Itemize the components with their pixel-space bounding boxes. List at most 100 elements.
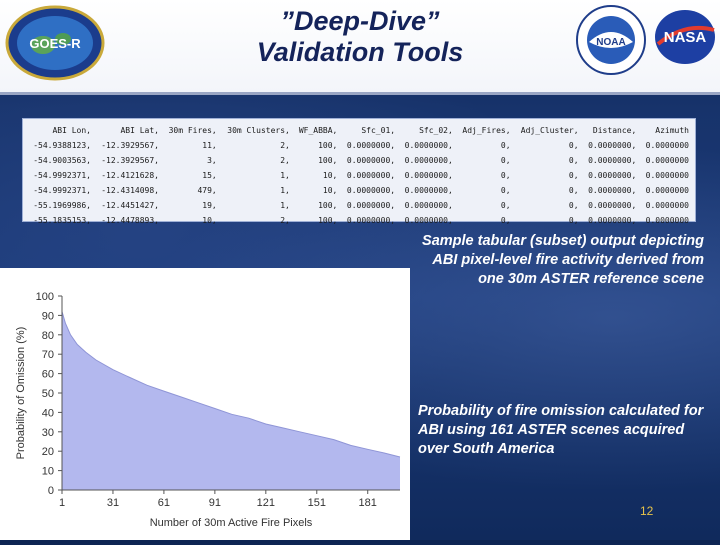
table-cell: 0.0000000, <box>340 198 398 213</box>
table-cell: 0.0000000 <box>639 138 692 153</box>
column-header: ABI Lat, <box>94 123 162 138</box>
table-header-row: ABI Lon,ABI Lat,30m Fires,30m Clusters,W… <box>26 123 692 138</box>
title-line-1: ”Deep-Dive” <box>150 6 570 37</box>
table-cell: 0, <box>514 138 582 153</box>
x-tick-label: 61 <box>158 497 170 509</box>
table-cell: 2, <box>220 213 293 228</box>
table-cell: 0, <box>456 183 514 198</box>
table-cell: 10, <box>293 168 340 183</box>
x-tick-label: 151 <box>308 497 326 509</box>
table-cell: -12.4451427, <box>94 198 162 213</box>
table-cell: -54.9992371, <box>26 168 94 183</box>
sample-output-caption: Sample tabular (subset) output depicting… <box>412 232 704 289</box>
x-tick-label: 31 <box>107 497 119 509</box>
table-cell: 0.0000000, <box>582 153 640 168</box>
table-cell: 0.0000000, <box>340 183 398 198</box>
column-header: Adj_Fires, <box>456 123 514 138</box>
omission-caption: Probability of fire omission calculated … <box>418 402 708 459</box>
table-row: -54.9992371,-12.4121628,15,1,10, 0.000000… <box>26 168 692 183</box>
table-cell: 0, <box>514 198 582 213</box>
y-tick-label: 30 <box>42 427 54 439</box>
title-line-2: Validation Tools <box>150 37 570 68</box>
noaa-logo: NOAA <box>575 4 647 76</box>
y-tick-label: 0 <box>48 485 54 497</box>
table-cell: 0.0000000, <box>582 198 640 213</box>
y-tick-label: 80 <box>42 330 54 342</box>
table-cell: -54.9992371, <box>26 183 94 198</box>
table-row: -55.1969986,-12.4451427,19,1,100,0.00000… <box>26 198 692 213</box>
table-body: -54.9388123,-12.3929567,11,2,100,0.00000… <box>26 138 692 228</box>
table-cell: 0, <box>456 168 514 183</box>
table-cell: 0.0000000, <box>340 213 398 228</box>
y-tick-label: 50 <box>42 388 54 400</box>
table-cell: 100, <box>293 138 340 153</box>
y-axis-label: Probability of Omission (%) <box>15 327 27 460</box>
column-header: Distance, <box>582 123 640 138</box>
table-cell: 0.0000000 <box>639 153 692 168</box>
table-cell: -54.9003563, <box>26 153 94 168</box>
y-tick-label: 20 <box>42 446 54 458</box>
table-cell: 0.0000000, <box>582 138 640 153</box>
column-header: 30m Fires, <box>162 123 220 138</box>
table-cell: 2, <box>220 138 293 153</box>
table-cell: 100, <box>293 198 340 213</box>
table-cell: 11, <box>162 138 220 153</box>
table-row: -54.9992371,-12.4314098,479,1,10,0.00000… <box>26 183 692 198</box>
x-tick-label: 181 <box>359 497 377 509</box>
table-cell: 0.0000000, <box>398 183 456 198</box>
table-cell: 0.0000000 <box>639 168 692 183</box>
table-cell: 0.0000000, <box>340 153 398 168</box>
table-row: -54.9388123,-12.3929567,11,2,100,0.00000… <box>26 138 692 153</box>
table-cell: 0.0000000, <box>582 213 640 228</box>
column-header: Azimuth <box>639 123 692 138</box>
table-cell: 0, <box>456 153 514 168</box>
column-header: 30m Clusters, <box>220 123 293 138</box>
table-cell: -12.3929567, <box>94 153 162 168</box>
table-cell: 3, <box>162 153 220 168</box>
table-cell: 0.0000000, <box>398 213 456 228</box>
sample-output-table: ABI Lon,ABI Lat,30m Fires,30m Clusters,W… <box>22 118 696 222</box>
table-cell: 0.0000000, <box>398 138 456 153</box>
table-cell: 1, <box>220 183 293 198</box>
table-row: -55.1835153,-12.4478893,10,2,100,0.00000… <box>26 213 692 228</box>
table-cell: 15, <box>162 168 220 183</box>
nasa-logo: NASA <box>652 8 718 66</box>
y-tick-label: 40 <box>42 407 54 419</box>
table-cell: 0.0000000, <box>398 198 456 213</box>
table-cell: -12.4478893, <box>94 213 162 228</box>
table-cell: 2, <box>220 153 293 168</box>
slide-title: ”Deep-Dive” Validation Tools <box>150 6 570 68</box>
y-tick-label: 60 <box>42 369 54 381</box>
x-tick-label: 91 <box>209 497 221 509</box>
page-number: 12 <box>640 504 653 518</box>
column-header: Sfc_02, <box>398 123 456 138</box>
table-cell: 0.0000000, <box>582 168 640 183</box>
table-cell: -12.4314098, <box>94 183 162 198</box>
table-cell: 10, <box>162 213 220 228</box>
table-cell: 0.0000000, <box>398 153 456 168</box>
table-cell: 0.0000000 <box>639 198 692 213</box>
table-cell: 0.0000000, <box>340 138 398 153</box>
y-tick-label: 90 <box>42 310 54 322</box>
slide-header: GOES-R ”Deep-Dive” Validation Tools NOAA… <box>0 0 720 95</box>
svg-text:NASA: NASA <box>664 29 707 46</box>
table-cell: 479, <box>162 183 220 198</box>
table-cell: 0.0000000 <box>639 213 692 228</box>
column-header: Adj_Cluster, <box>514 123 582 138</box>
table-cell: -12.3929567, <box>94 138 162 153</box>
table-cell: 10, <box>293 183 340 198</box>
table-cell: 0.0000000, <box>582 183 640 198</box>
table-cell: 1, <box>220 168 293 183</box>
table-cell: 0, <box>514 168 582 183</box>
table-cell: -55.1835153, <box>26 213 94 228</box>
table-cell: 1, <box>220 198 293 213</box>
goes-r-logo: GOES-R <box>5 5 105 81</box>
table-cell: 0, <box>456 138 514 153</box>
table-cell: 100, <box>293 213 340 228</box>
table-cell: -12.4121628, <box>94 168 162 183</box>
x-tick-label: 121 <box>257 497 275 509</box>
table-cell: 0, <box>456 213 514 228</box>
table-cell: -54.9388123, <box>26 138 94 153</box>
